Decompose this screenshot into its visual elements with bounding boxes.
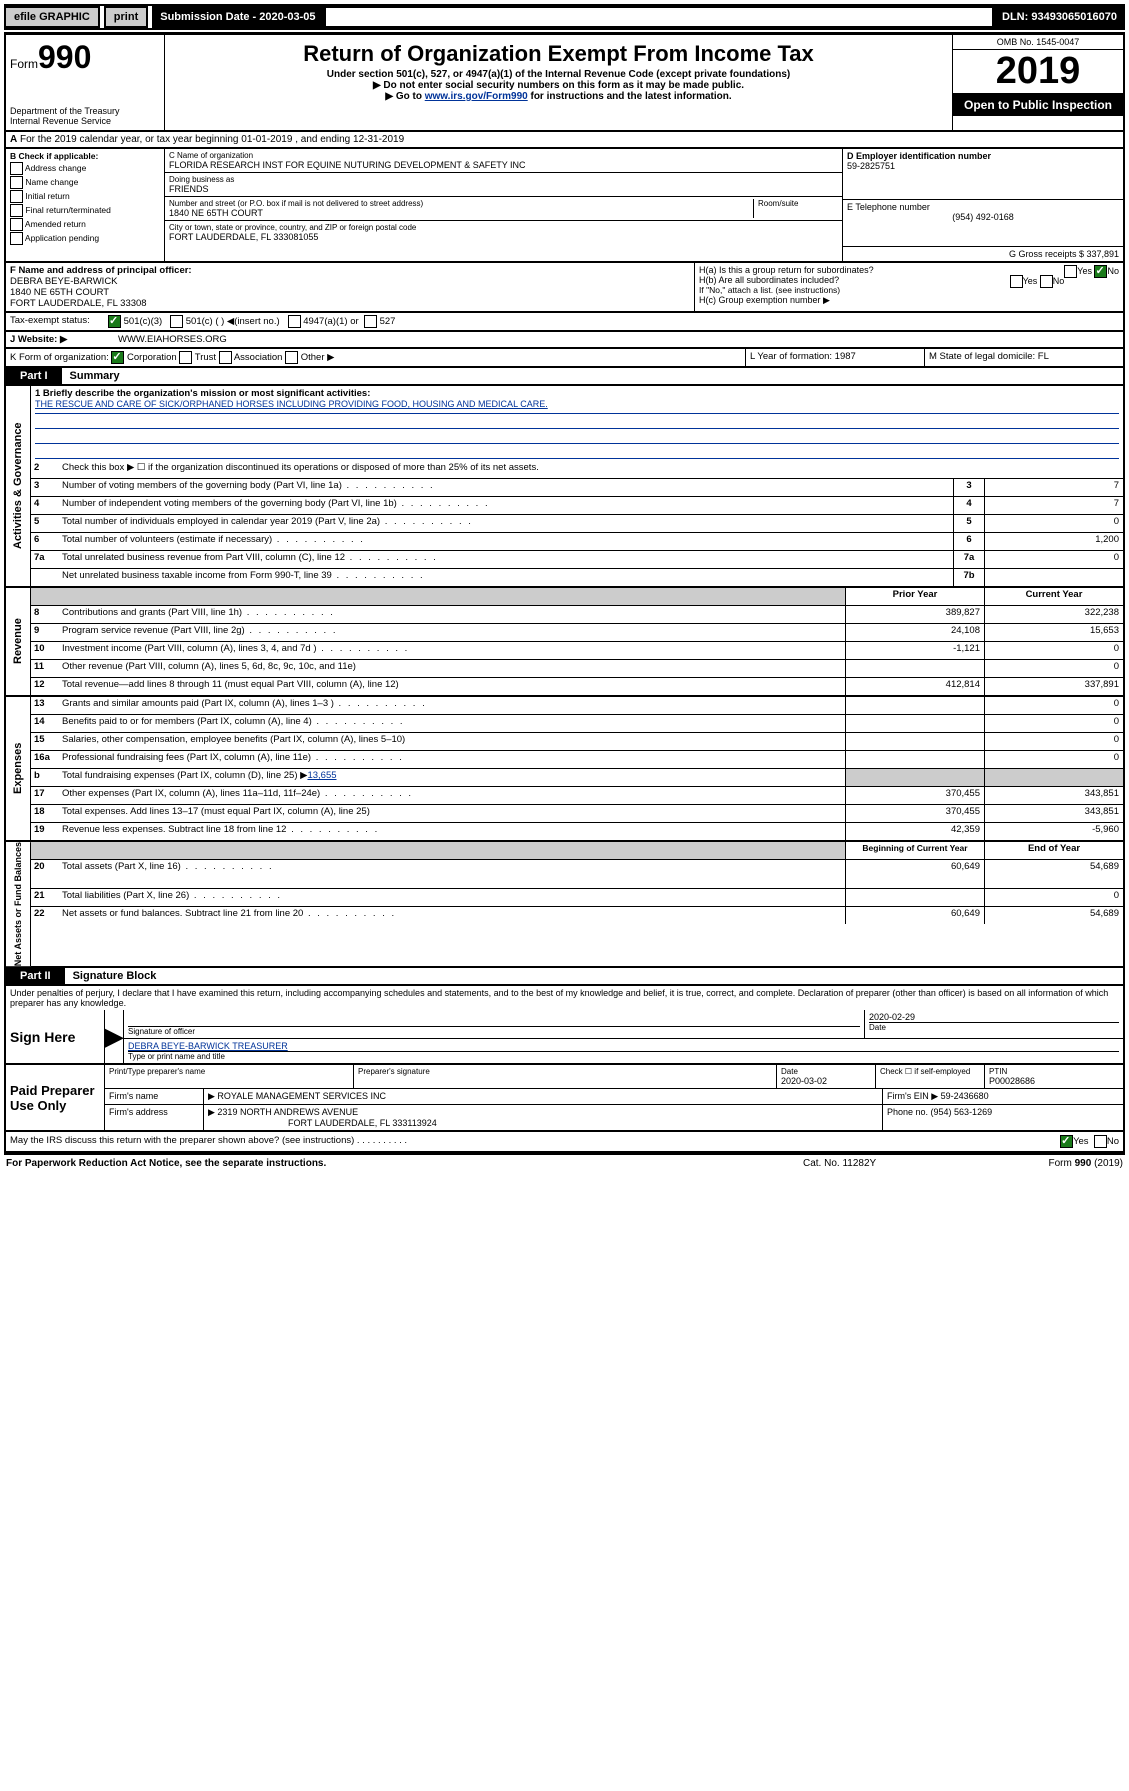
- officer-name: DEBRA BEYE-BARWICK: [10, 276, 690, 287]
- instruction-2: ▶ Go to www.irs.gov/Form990 for instruct…: [169, 91, 948, 102]
- 501c3-checkbox[interactable]: [108, 315, 121, 328]
- page-footer: For Paperwork Reduction Act Notice, see …: [4, 1153, 1125, 1172]
- officer-name-title: DEBRA BEYE-BARWICK TREASURER: [128, 1041, 1119, 1051]
- expenses-section: Expenses 13Grants and similar amounts pa…: [4, 697, 1125, 842]
- state-domicile: M State of legal domicile: FL: [925, 349, 1123, 366]
- ein: 59-2825751: [847, 161, 1119, 171]
- top-toolbar: efile GRAPHIC print Submission Date - 20…: [4, 4, 1125, 30]
- revenue-section: Revenue Prior YearCurrent Year 8Contribu…: [4, 588, 1125, 697]
- open-public-badge: Open to Public Inspection: [953, 94, 1123, 116]
- perjury-declaration: Under penalties of perjury, I declare th…: [4, 986, 1125, 1010]
- website-url: WWW.EIAHORSES.ORG: [114, 332, 1123, 347]
- part-1-header: Part I Summary: [4, 368, 1125, 386]
- box-b: B Check if applicable: Address change Na…: [6, 149, 165, 261]
- box-d-e-g: D Employer identification number 59-2825…: [843, 149, 1123, 261]
- website-row: J Website: ▶ WWW.EIAHORSES.ORG: [4, 332, 1125, 349]
- dba-name: FRIENDS: [169, 184, 838, 194]
- form-subtitle: Under section 501(c), 527, or 4947(a)(1)…: [169, 69, 948, 80]
- street-address: 1840 NE 65TH COURT: [169, 208, 753, 218]
- part-2-header: Part II Signature Block: [4, 968, 1125, 986]
- sign-here-block: Sign Here ▶ Signature of officer 2020-02…: [4, 1010, 1125, 1065]
- gross-receipts: G Gross receipts $ 337,891: [1009, 249, 1119, 259]
- submission-date-spacer: [324, 6, 994, 28]
- firm-ein: Firm's EIN ▶ 59-2436680: [883, 1089, 1123, 1104]
- entity-block: B Check if applicable: Address change Na…: [4, 149, 1125, 263]
- firm-name: ▶ ROYALE MANAGEMENT SERVICES INC: [204, 1089, 883, 1104]
- irs-label: Internal Revenue Service: [10, 116, 160, 126]
- omb-number: OMB No. 1545-0047: [953, 35, 1123, 50]
- k-l-m-row: K Form of organization: Corporation Trus…: [4, 349, 1125, 368]
- tax-status-row: Tax-exempt status: 501(c)(3) 501(c) ( ) …: [4, 313, 1125, 332]
- net-assets-section: Net Assets or Fund Balances Beginning of…: [4, 842, 1125, 968]
- dln-label: DLN: 93493065016070: [994, 6, 1125, 28]
- telephone: (954) 492-0168: [847, 212, 1119, 222]
- print-button[interactable]: print: [104, 6, 148, 28]
- irs-gov-link[interactable]: www.irs.gov/Form990: [425, 91, 528, 102]
- governance-section: Activities & Governance 1 Briefly descri…: [4, 386, 1125, 588]
- mission-text: THE RESCUE AND CARE OF SICK/ORPHANED HOR…: [35, 399, 1119, 414]
- tax-year: 2019: [953, 50, 1123, 94]
- form-title: Return of Organization Exempt From Incom…: [169, 41, 948, 67]
- preparer-phone: Phone no. (954) 563-1269: [883, 1105, 1123, 1130]
- org-name: FLORIDA RESEARCH INST FOR EQUINE NUTURIN…: [169, 160, 838, 170]
- sign-date: 2020-02-29: [869, 1012, 1119, 1022]
- line-a-tax-year: A For the 2019 calendar year, or tax yea…: [4, 132, 1125, 149]
- form-header: Form990 Department of the Treasury Inter…: [4, 32, 1125, 132]
- city-state-zip: FORT LAUDERDALE, FL 333081055: [169, 232, 838, 242]
- discuss-row: May the IRS discuss this return with the…: [4, 1132, 1125, 1153]
- submission-date-label: Submission Date - 2020-03-05: [152, 6, 323, 28]
- dept-treasury: Department of the Treasury: [10, 106, 160, 116]
- year-formation: L Year of formation: 1987: [746, 349, 925, 366]
- paid-preparer-block: Paid Preparer Use Only Print/Type prepar…: [4, 1065, 1125, 1132]
- box-c: C Name of organization FLORIDA RESEARCH …: [165, 149, 843, 261]
- box-f-h: F Name and address of principal officer:…: [4, 263, 1125, 313]
- instruction-1: ▶ Do not enter social security numbers o…: [169, 80, 948, 91]
- form-number: Form990: [10, 39, 160, 76]
- efile-button[interactable]: efile GRAPHIC: [4, 6, 100, 28]
